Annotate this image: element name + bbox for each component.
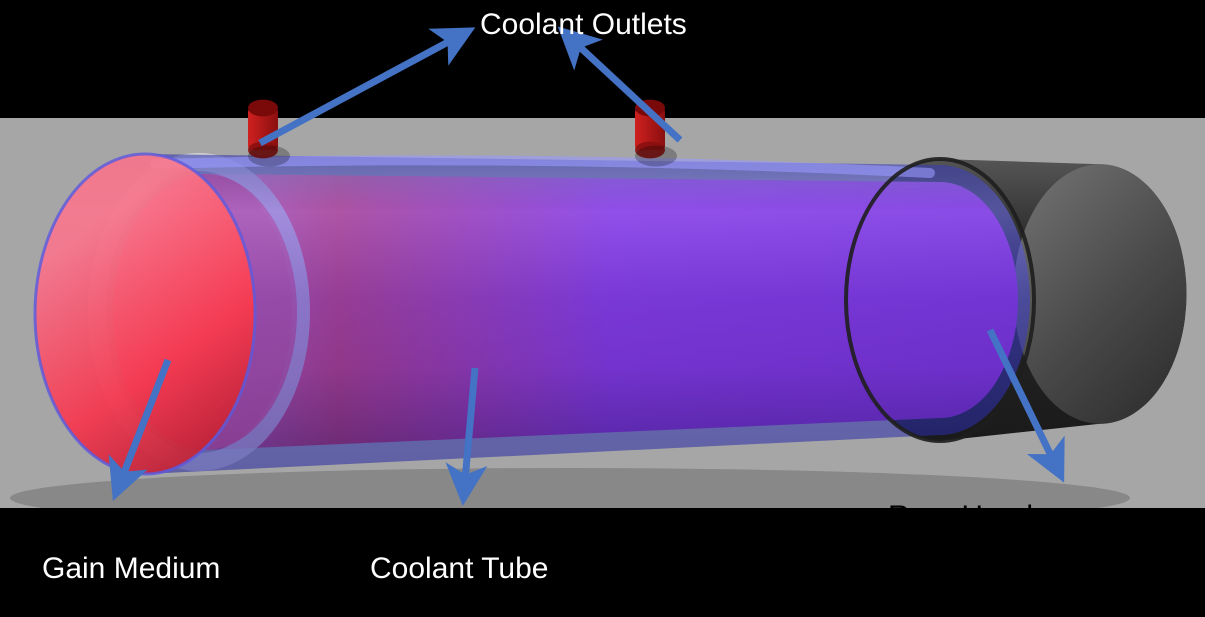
label-rear-header: Rear Header [888,500,1060,534]
label-coolant-tube: Coolant Tube [370,552,548,586]
rear-header-face [1014,164,1187,423]
label-gain-medium: Gain Medium [42,552,220,586]
label-coolant-outlets: Coolant Outlets [480,8,687,42]
